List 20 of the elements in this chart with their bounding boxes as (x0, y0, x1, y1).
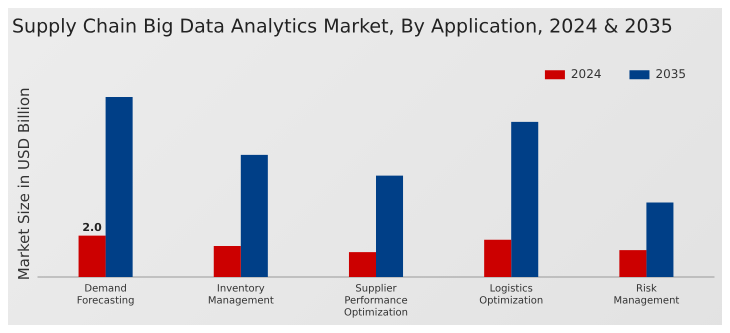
bar (78, 236, 106, 277)
bar (511, 122, 538, 277)
x-tick-label: Inventory Management (208, 284, 274, 307)
bar (484, 240, 512, 277)
bar (106, 97, 133, 277)
bar (214, 246, 241, 277)
data-label: 2.0 (82, 220, 102, 234)
bar (646, 202, 674, 277)
y-axis-title: Market Size in USD Billion (14, 88, 33, 280)
legend-label: 2024 (570, 66, 602, 81)
x-tick-label: Demand Forecasting (76, 284, 134, 307)
legend-label: 2035 (655, 66, 686, 81)
bar (348, 252, 376, 277)
bar (376, 176, 404, 277)
x-tick-label: Logistics Optimization (479, 284, 544, 307)
chart-title: Supply Chain Big Data Analytics Market, By Application, 2024 & 2035 (12, 15, 673, 38)
x-tick-label: Risk Management (613, 284, 680, 307)
bar (240, 154, 268, 277)
bar (619, 250, 646, 277)
x-tick-label: Supplier Performance Optimization (344, 284, 408, 319)
